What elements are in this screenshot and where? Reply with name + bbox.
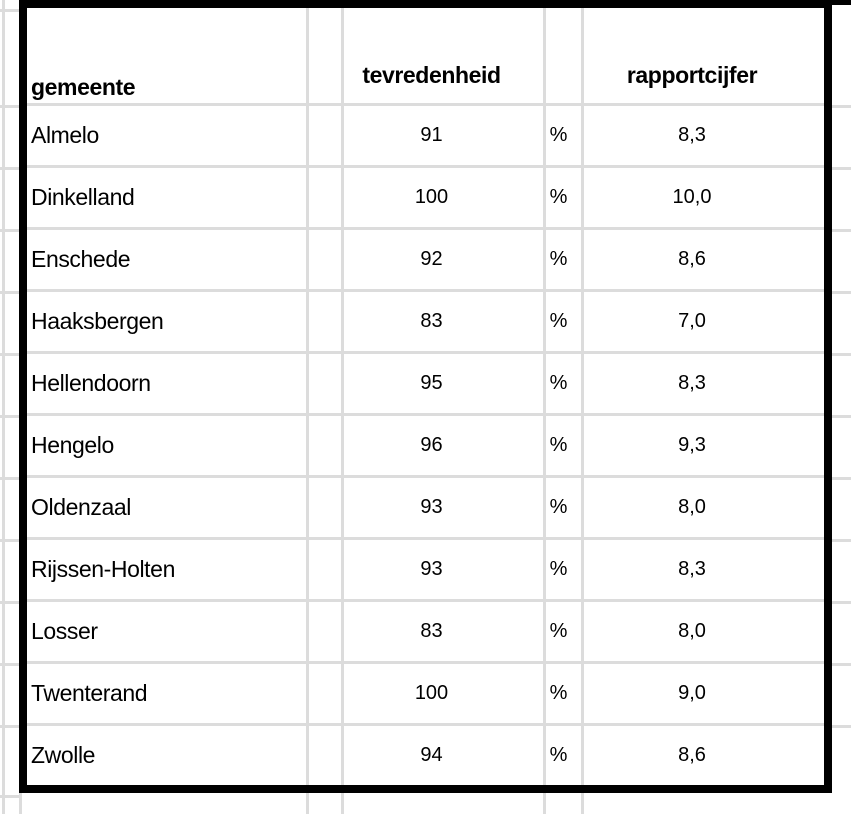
cell-spacer[interactable] (306, 103, 341, 165)
sheet-gridline (0, 477, 19, 480)
column-header-gemeente[interactable]: gemeente (31, 74, 136, 100)
sheet-gridline (832, 663, 851, 666)
data-table: gemeente tevredenheid rapportcijfer Alme… (19, 0, 832, 793)
cell-gemeente[interactable]: Twenterand (27, 661, 306, 723)
cell-spacer[interactable] (306, 661, 341, 723)
sheet-gridline (0, 539, 19, 542)
percent-sign[interactable]: % (543, 413, 581, 475)
cell-gemeente[interactable]: Hellendoorn (27, 351, 306, 413)
cell-rapportcijfer[interactable]: 8,6 (581, 723, 824, 785)
cell-gemeente[interactable]: Zwolle (27, 723, 306, 785)
cell-gemeente[interactable]: Oldenzaal (27, 475, 306, 537)
sheet-gridline (0, 105, 19, 108)
sheet-gridline (0, 229, 19, 232)
sheet-gridline (832, 539, 851, 542)
column-header-tevredenheid[interactable]: tevredenheid (341, 8, 543, 103)
cell-rapportcijfer[interactable]: 10,0 (581, 165, 824, 227)
sheet-gridline (306, 793, 309, 814)
cell-gemeente[interactable]: Hengelo (27, 413, 306, 475)
cell-tevredenheid[interactable]: 100 (341, 661, 543, 723)
sheet-gridline (341, 793, 344, 814)
sheet-gridline (0, 795, 19, 798)
sheet-gridline (0, 353, 19, 356)
cell-rapportcijfer[interactable]: 8,0 (581, 475, 824, 537)
sheet-gridline (832, 415, 851, 418)
sheet-gridline (0, 9, 19, 12)
sheet-gridline (832, 477, 851, 480)
sheet-gridline (19, 793, 22, 814)
cell-gemeente[interactable]: Almelo (27, 103, 306, 165)
column-header-rapportcijfer[interactable]: rapportcijfer (581, 8, 824, 103)
percent-sign[interactable]: % (543, 537, 581, 599)
cell-rapportcijfer[interactable]: 9,3 (581, 413, 824, 475)
cell-gemeente[interactable]: Rijssen-Holten (27, 537, 306, 599)
sheet-gridline (832, 725, 851, 728)
percent-sign[interactable]: % (543, 289, 581, 351)
sheet-gridline (832, 105, 851, 108)
sheet-gridline (0, 291, 19, 294)
cell-spacer[interactable] (306, 475, 341, 537)
cell-tevredenheid[interactable]: 91 (341, 103, 543, 165)
percent-sign[interactable]: % (543, 351, 581, 413)
table-top-border-extension (832, 0, 851, 5)
cell-spacer[interactable] (306, 289, 341, 351)
cell-tevredenheid[interactable]: 100 (341, 165, 543, 227)
sheet-gridline (832, 601, 851, 604)
percent-sign[interactable]: % (543, 103, 581, 165)
sheet-gridline (832, 291, 851, 294)
cell-gemeente[interactable]: Haaksbergen (27, 289, 306, 351)
percent-sign[interactable]: % (543, 661, 581, 723)
cell-spacer[interactable] (306, 723, 341, 785)
cell-tevredenheid[interactable]: 92 (341, 227, 543, 289)
sheet-gridline (2, 0, 5, 814)
sheet-gridline (832, 229, 851, 232)
percent-sign[interactable]: % (543, 723, 581, 785)
cell-tevredenheid[interactable]: 83 (341, 289, 543, 351)
cell-rapportcijfer[interactable]: 8,3 (581, 537, 824, 599)
column-header-unit[interactable] (543, 8, 581, 103)
cell-rapportcijfer[interactable]: 7,0 (581, 289, 824, 351)
cell-spacer[interactable] (306, 165, 341, 227)
cell-spacer[interactable] (306, 413, 341, 475)
sheet-gridline (581, 793, 584, 814)
cell-spacer[interactable] (306, 227, 341, 289)
percent-sign[interactable]: % (543, 227, 581, 289)
cell-tevredenheid[interactable]: 93 (341, 475, 543, 537)
column-header-spacer[interactable] (306, 8, 341, 103)
sheet-gridline (0, 415, 19, 418)
cell-rapportcijfer[interactable]: 8,0 (581, 599, 824, 661)
cell-spacer[interactable] (306, 599, 341, 661)
cell-rapportcijfer[interactable]: 8,6 (581, 227, 824, 289)
sheet-gridline (543, 793, 546, 814)
percent-sign[interactable]: % (543, 165, 581, 227)
percent-sign[interactable]: % (543, 599, 581, 661)
cell-spacer[interactable] (306, 537, 341, 599)
cell-tevredenheid[interactable]: 95 (341, 351, 543, 413)
cell-tevredenheid[interactable]: 94 (341, 723, 543, 785)
percent-sign[interactable]: % (543, 475, 581, 537)
sheet-gridline (832, 167, 851, 170)
cell-tevredenheid[interactable]: 83 (341, 599, 543, 661)
cell-rapportcijfer[interactable]: 8,3 (581, 351, 824, 413)
cell-gemeente[interactable]: Losser (27, 599, 306, 661)
sheet-gridline (0, 725, 19, 728)
cell-spacer[interactable] (306, 351, 341, 413)
sheet-gridline (832, 353, 851, 356)
sheet-gridline (0, 663, 19, 666)
sheet-gridline (0, 167, 19, 170)
cell-rapportcijfer[interactable]: 8,3 (581, 103, 824, 165)
cell-rapportcijfer[interactable]: 9,0 (581, 661, 824, 723)
cell-tevredenheid[interactable]: 93 (341, 537, 543, 599)
cell-gemeente[interactable]: Dinkelland (27, 165, 306, 227)
sheet-gridline (0, 601, 19, 604)
cell-gemeente[interactable]: Enschede (27, 227, 306, 289)
cell-tevredenheid[interactable]: 96 (341, 413, 543, 475)
